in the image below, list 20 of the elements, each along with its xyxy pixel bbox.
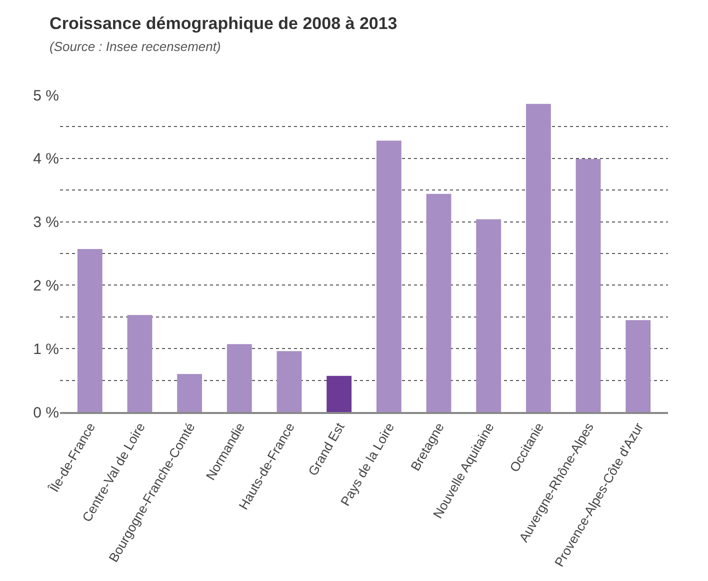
y-tick-label: 3 % — [33, 214, 59, 232]
bar — [576, 159, 601, 412]
bar — [226, 344, 252, 412]
bar — [426, 194, 452, 412]
bar — [77, 249, 102, 412]
y-tick-label: 1 % — [33, 340, 59, 358]
y-tick-label: 0 % — [33, 404, 59, 422]
y-tick-label: 5 % — [33, 87, 59, 104]
bar — [376, 140, 402, 412]
chart-subtitle: (Source : Insee recensement) — [50, 39, 221, 54]
bar — [276, 351, 302, 412]
bar — [326, 376, 352, 412]
y-tick-label: 2 % — [33, 277, 59, 294]
bar — [177, 374, 202, 412]
bar — [526, 104, 551, 412]
bar — [626, 320, 651, 412]
bar — [476, 219, 502, 412]
bar — [127, 315, 152, 412]
chart-title: Croissance démographique de 2008 à 2013 — [50, 14, 398, 34]
y-tick-label: 4 % — [33, 150, 59, 168]
